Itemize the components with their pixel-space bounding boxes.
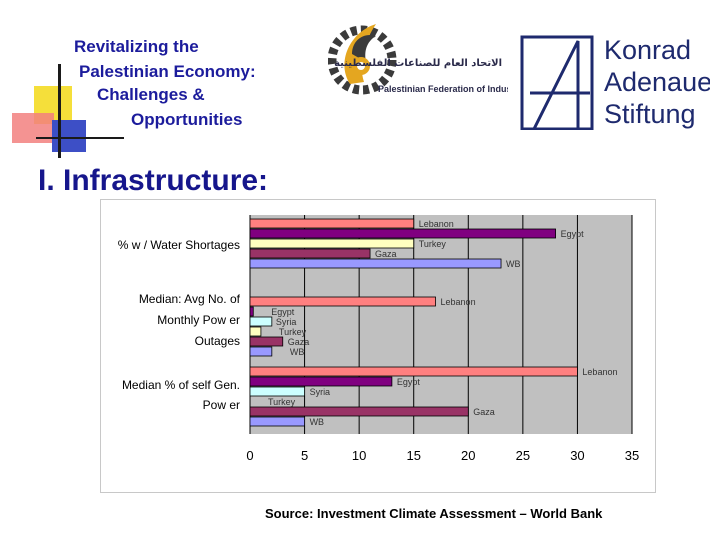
bar-label: WB [506, 259, 521, 269]
decor-horizontal-line [36, 137, 124, 139]
bar-label: Lebanon [419, 219, 454, 229]
bar-lebanon [249, 366, 578, 377]
kas-text-line: Adenauer [604, 67, 710, 97]
pfi-logo: الاتحاد العام للصناعات الفلسطينية Palest… [328, 24, 508, 95]
bar-gaza [249, 336, 284, 347]
bar-gaza [249, 248, 371, 259]
decor-vertical-line [58, 64, 61, 158]
bar-wb [249, 416, 305, 427]
x-tick-label: 0 [246, 448, 253, 463]
bar-label: Lebanon [441, 297, 476, 307]
bar-label: Gaza [473, 407, 495, 417]
bar-label: Turkey [268, 397, 296, 407]
category-label: Median: Avg No. of [139, 292, 241, 306]
kas-logo: Konrad Adenauer Stiftung [520, 35, 710, 130]
bar-gaza [249, 406, 469, 417]
bar-label: Gaza [288, 337, 310, 347]
bar-turkey [249, 238, 415, 249]
bar-label: Egypt [561, 229, 585, 239]
bar-label: Egypt [397, 377, 421, 387]
kas-text-line: Konrad [604, 35, 691, 65]
category-label: Monthly Pow er [157, 313, 240, 327]
slide-title-line: Palestinian Economy: [79, 62, 256, 81]
slide-title-line: Revitalizing the [74, 37, 199, 56]
category-label: Pow er [203, 398, 240, 412]
x-tick-label: 15 [406, 448, 420, 463]
decor-blue-square [52, 120, 86, 152]
slide-title-line: Challenges & [97, 85, 205, 104]
bar-lebanon [249, 218, 415, 229]
category-label: % w / Water Shortages [118, 238, 240, 252]
bar-label: Syria [276, 317, 297, 327]
bar-turkey [249, 326, 262, 337]
pfi-english-text: Palestinian Federation of Industries [378, 84, 508, 94]
pfi-arabic-text: الاتحاد العام للصناعات الفلسطينية [334, 58, 502, 69]
bar-label: Lebanon [582, 367, 617, 377]
bar-label: WB [310, 417, 325, 427]
bar-label: Turkey [279, 327, 307, 337]
x-tick-label: 35 [625, 448, 639, 463]
bar-egypt [249, 228, 557, 239]
x-tick-label: 25 [516, 448, 530, 463]
bar-label: Gaza [375, 249, 397, 259]
bar-label: Syria [310, 387, 331, 397]
x-tick-label: 10 [352, 448, 366, 463]
bar-label: WB [290, 347, 305, 357]
bar-egypt [249, 306, 254, 317]
bar-syria [249, 386, 305, 397]
bar-lebanon [249, 296, 436, 307]
category-label: Median % of self Gen. [122, 378, 240, 392]
bar-label: Egypt [271, 307, 295, 317]
x-tick-label: 5 [301, 448, 308, 463]
kas-text-line: Stiftung [604, 99, 696, 129]
gear-icon [328, 24, 397, 95]
bar-egypt [249, 376, 393, 387]
x-tick-label: 30 [570, 448, 584, 463]
slide-title-line: Opportunities [131, 110, 243, 129]
x-tick-label: 20 [461, 448, 475, 463]
bar-wb [249, 258, 502, 269]
bar-wb [249, 346, 273, 357]
section-heading: I. Infrastructure: [38, 164, 269, 197]
category-label: Outages [195, 334, 240, 348]
bar-syria [249, 316, 273, 327]
source-note: Source: Investment Climate Assessment – … [265, 506, 603, 521]
bar-label: Turkey [419, 239, 447, 249]
